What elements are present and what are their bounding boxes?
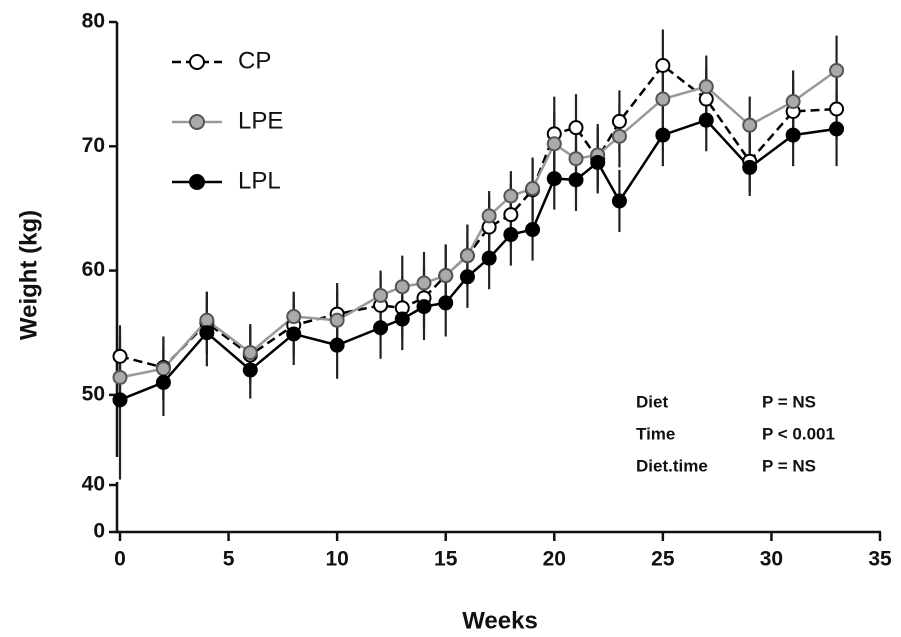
- marker: [112, 392, 128, 408]
- marker: [199, 325, 215, 341]
- marker: [655, 58, 671, 73]
- marker: [611, 193, 627, 209]
- marker: [329, 312, 345, 328]
- marker: [242, 362, 258, 378]
- x-tick-label: 25: [651, 548, 675, 571]
- marker: [394, 279, 410, 295]
- marker: [503, 207, 519, 223]
- y-tick-label: 80: [82, 10, 105, 33]
- marker: [568, 120, 584, 136]
- x-axis-title: Weeks: [462, 607, 538, 634]
- y-tick-label: 40: [82, 473, 105, 496]
- marker: [503, 188, 519, 204]
- marker: [698, 91, 714, 107]
- marker: [829, 62, 845, 78]
- series-line: [119, 63, 837, 369]
- annotation-label: Diet: [636, 392, 668, 411]
- marker: [112, 348, 128, 364]
- marker: [416, 275, 432, 291]
- marker: [742, 159, 758, 175]
- marker: [829, 101, 845, 117]
- marker: [546, 136, 562, 152]
- y-tick-label: 60: [82, 258, 105, 281]
- marker: [698, 112, 714, 128]
- marker: [590, 154, 606, 170]
- annotation-value: P = NS: [762, 456, 816, 475]
- x-tick-label: 10: [325, 548, 348, 571]
- legend-label: CP: [238, 47, 271, 74]
- marker: [611, 128, 627, 144]
- marker: [829, 121, 845, 137]
- series-line: [119, 118, 837, 401]
- marker: [655, 91, 671, 107]
- legend-marker: [189, 174, 205, 190]
- marker: [459, 269, 475, 285]
- marker: [481, 208, 497, 224]
- marker: [199, 312, 215, 328]
- marker: [742, 117, 758, 133]
- x-tick-label: 5: [223, 548, 235, 571]
- annotation-label: Diet.time: [636, 456, 708, 475]
- legend-label: LPL: [238, 167, 281, 194]
- x-tick-label: 0: [114, 548, 126, 571]
- y-tick-label: 50: [82, 382, 105, 405]
- marker: [373, 287, 389, 303]
- marker: [785, 94, 801, 110]
- marker: [785, 127, 801, 143]
- marker: [546, 171, 562, 187]
- x-tick-label: 35: [868, 548, 892, 571]
- marker: [155, 361, 171, 377]
- x-tick-label: 20: [543, 548, 566, 571]
- legend-label: LPE: [238, 107, 283, 134]
- y-tick-label: 0: [93, 520, 105, 543]
- marker: [611, 113, 627, 129]
- marker: [112, 369, 128, 385]
- x-tick-label: 30: [760, 548, 783, 571]
- marker: [459, 248, 475, 264]
- marker: [503, 227, 519, 243]
- y-axis-title: Weight (kg): [15, 210, 42, 340]
- marker: [568, 151, 584, 167]
- series-line: [119, 69, 838, 379]
- marker: [242, 345, 258, 361]
- x-tick-label: 15: [434, 548, 458, 571]
- marker: [286, 309, 302, 325]
- annotation-value: P = NS: [762, 392, 816, 411]
- marker: [438, 268, 454, 284]
- marker: [568, 172, 584, 188]
- legend-marker: [189, 54, 205, 70]
- marker: [286, 326, 302, 342]
- marker: [394, 311, 410, 327]
- marker: [373, 320, 389, 336]
- marker: [525, 222, 541, 238]
- marker: [525, 181, 541, 197]
- annotation-value: P < 0.001: [762, 424, 835, 443]
- y-tick-label: 70: [82, 134, 105, 157]
- marker: [329, 337, 345, 353]
- marker: [438, 295, 454, 311]
- legend-marker: [189, 114, 205, 130]
- annotation-label: Time: [636, 424, 675, 443]
- marker: [416, 299, 432, 315]
- marker: [155, 374, 171, 390]
- marker: [655, 127, 671, 143]
- marker: [698, 79, 714, 95]
- marker: [481, 250, 497, 266]
